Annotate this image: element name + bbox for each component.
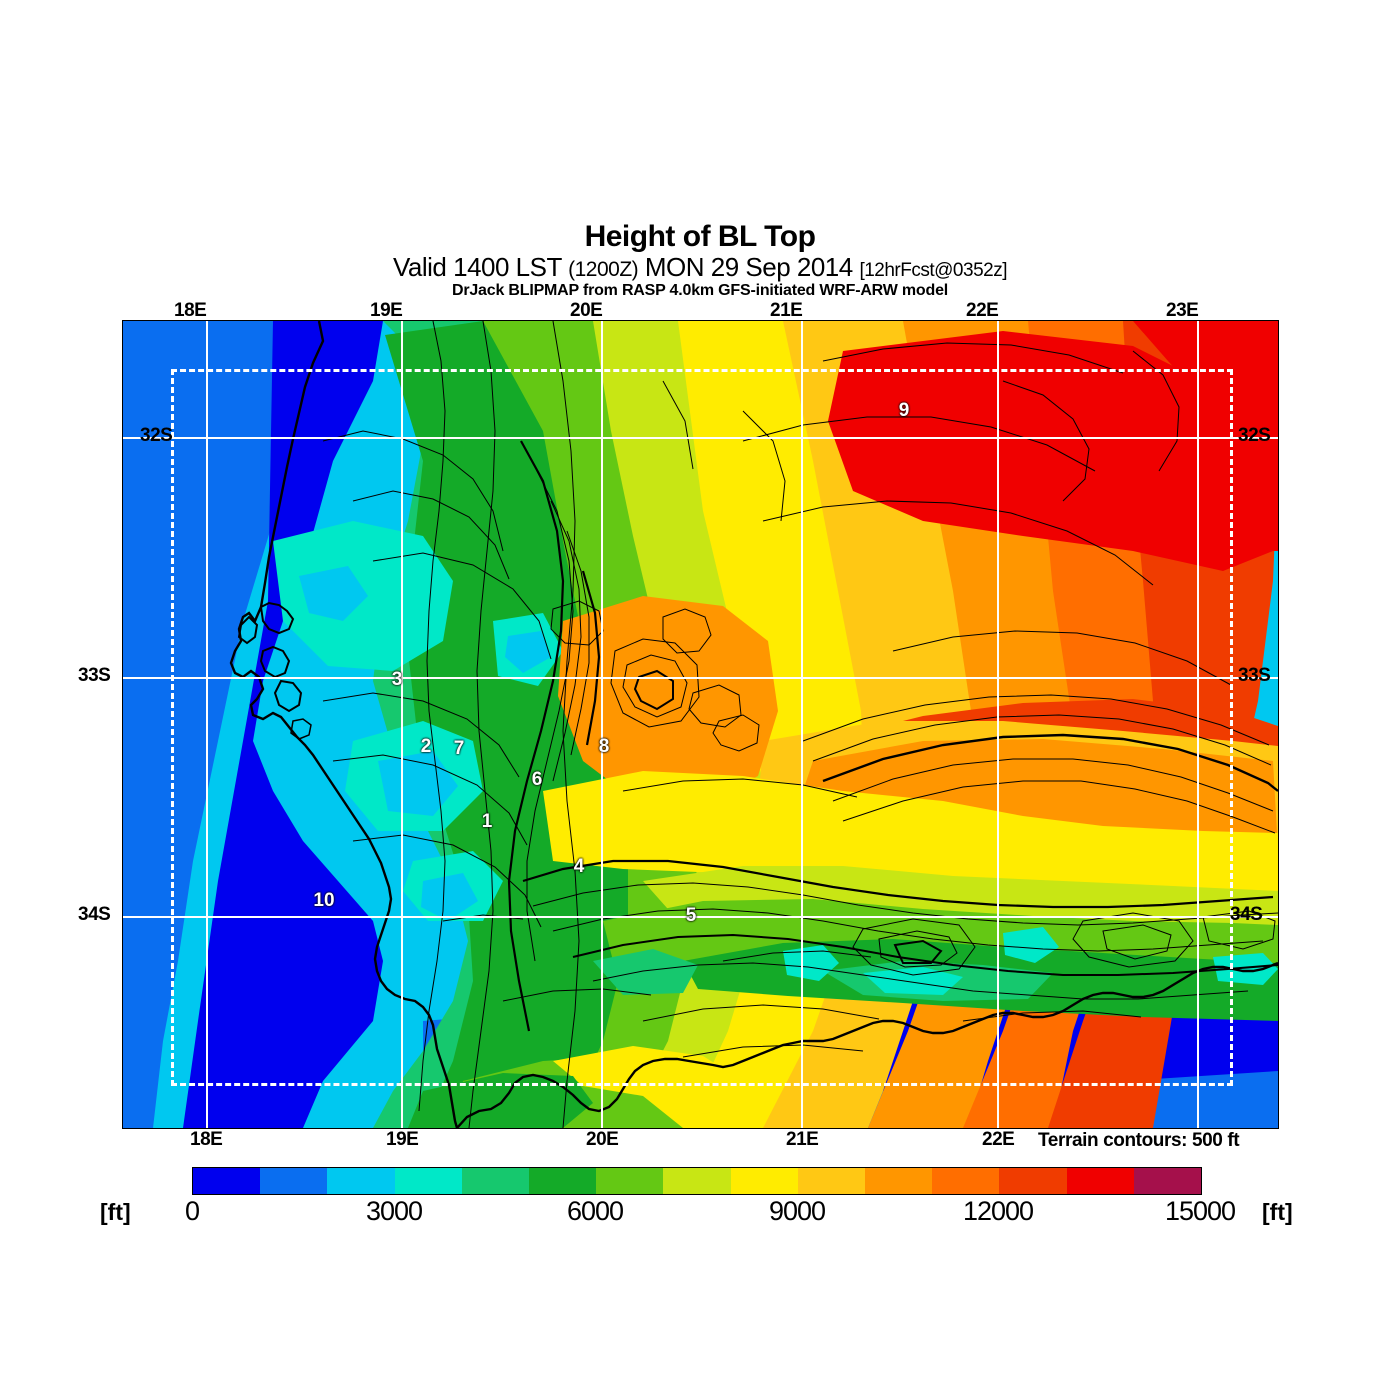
colorbar-unit-left: [ft] [100,1199,131,1225]
terrain-contour-note: Terrain contours: 500 ft [1038,1130,1240,1151]
gridline-lat-33S [123,677,1278,679]
colorbar-swatch-1 [260,1168,328,1194]
page-title: Height of BL Top [584,220,816,253]
axis-label-bottom-18E: 18E [190,1129,223,1150]
colorbar-swatch-9 [797,1168,866,1194]
site-marker-8[interactable]: 8 [598,736,610,757]
gridline-lon-21E [801,321,803,1128]
gridline-lon-19E [401,321,403,1128]
colorbar-swatch-7 [663,1168,731,1194]
valid-time-prefix: Valid 1400 LST [393,252,569,282]
axis-label-top-21E: 21E [770,300,803,321]
axis-label-top-23E: 23E [1166,300,1199,321]
axis-label-top-22E: 22E [966,300,999,321]
colorbar-swatch-6 [596,1168,664,1194]
gridline-lon-23E [1197,321,1199,1128]
title-block: Height of BL Top Valid 1400 LST (1200Z) … [0,222,1400,300]
colorbar-swatch-0 [193,1168,261,1194]
axis-label-bottom-21E: 21E [786,1129,819,1150]
site-marker-1[interactable]: 1 [481,811,493,832]
colorbar-swatch-2 [327,1168,395,1194]
colorbar-swatch-10 [865,1168,933,1194]
valid-date: MON 29 Sep 2014 [638,252,860,282]
site-marker-4[interactable]: 4 [573,856,585,877]
gridline-lat-34S [123,916,1278,918]
colorbar-swatch-3 [394,1168,462,1194]
axis-label-left-32S: 32S [140,425,173,446]
colorbar-tick-12000: 12000 [962,1196,1034,1226]
colorbar-tick-6000: 6000 [566,1196,624,1226]
model-credit: DrJack BLIPMAP from RASP 4.0km GFS-initi… [451,282,949,300]
terrain-contours-layer [229,321,1278,1128]
axis-label-left-33S: 33S [78,665,111,686]
colorbar-swatch-8 [730,1168,798,1194]
axis-label-bottom-19E: 19E [386,1129,419,1150]
gridline-lon-20E [601,321,603,1128]
axis-label-right-33S: 33S [1238,665,1271,686]
colorbar-tick-15000: 15000 [1164,1196,1236,1226]
colorbar-swatch-14 [1133,1168,1202,1194]
axis-label-top-20E: 20E [570,300,603,321]
axis-label-left-34S: 34S [78,904,111,925]
colorbar-unit-right: [ft] [1262,1199,1293,1225]
colorbar-swatch-11 [932,1168,1000,1194]
colorbar-tick-3000: 3000 [365,1196,423,1226]
forecast-age: [12hrFcst@0352z] [859,260,1007,281]
colorbar-swatch-12 [999,1168,1067,1194]
site-marker-5[interactable]: 5 [685,905,697,926]
axis-label-top-18E: 18E [174,300,207,321]
axis-label-top-19E: 19E [370,300,403,321]
axis-label-bottom-22E: 22E [982,1129,1015,1150]
site-marker-9[interactable]: 9 [898,400,910,421]
colorbar-swatch-13 [1066,1168,1134,1194]
site-marker-7[interactable]: 7 [453,738,465,759]
axis-label-right-34S: 34S [1230,904,1263,925]
axis-label-bottom-20E: 20E [586,1129,619,1150]
gridline-lon-18E [206,321,208,1128]
site-marker-3[interactable]: 3 [391,669,403,690]
site-marker-2[interactable]: 2 [420,736,432,757]
site-marker-6[interactable]: 6 [531,769,543,790]
colorbar-tick-0: 0 [184,1196,200,1226]
gridline-lon-22E [997,321,999,1128]
colorbar-swatches[interactable] [192,1167,1202,1195]
gridline-lat-32S [123,437,1278,439]
colorbar-swatch-5 [529,1168,597,1194]
site-marker-10[interactable]: 10 [313,890,335,911]
model-domain-boundary [171,369,1233,1086]
colorbar-swatch-4 [461,1168,530,1194]
axis-label-right-32S: 32S [1238,425,1271,446]
valid-time-line: Valid 1400 LST (1200Z) MON 29 Sep 2014 [… [0,252,1400,282]
colorbar-tick-9000: 9000 [768,1196,826,1226]
valid-time-utc: (1200Z) [568,258,639,281]
forecast-map[interactable]: 9 3 2 7 8 6 1 4 10 5 [122,320,1279,1129]
